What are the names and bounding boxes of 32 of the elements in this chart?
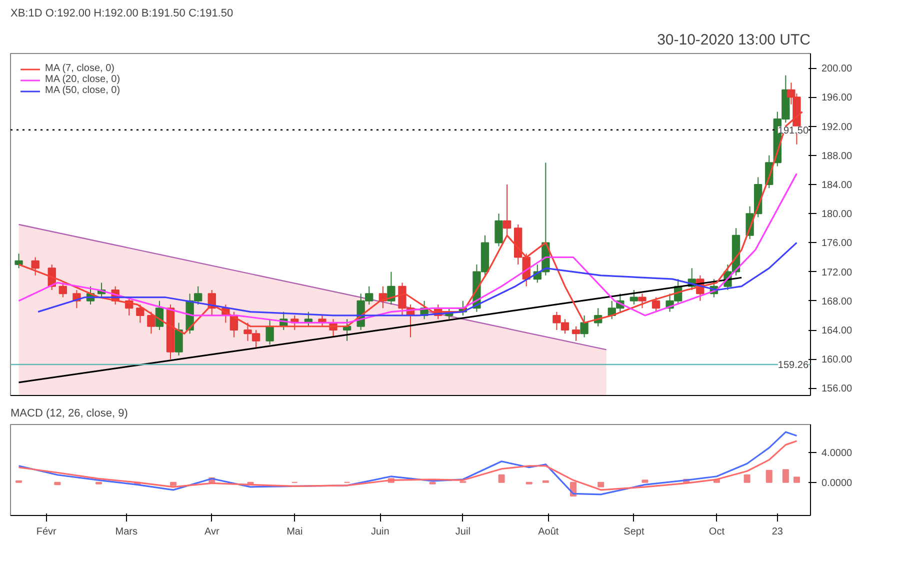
y-tick-label: 168.00 <box>822 296 853 308</box>
y-tick-label: 184.00 <box>822 180 853 191</box>
x-tick-label: Oct <box>708 526 725 538</box>
x-tick-label: Juin <box>370 526 390 538</box>
y-tick-label: 180.00 <box>822 209 853 220</box>
y-tick-label: 196.00 <box>822 92 853 104</box>
y-tick-label: 0.0000 <box>822 478 853 489</box>
y-tick-label: 200.00 <box>822 64 853 75</box>
y-tick-label: 192.00 <box>822 122 853 133</box>
x-tick-label: Avr <box>204 526 220 538</box>
y-tick-label: 160.00 <box>822 354 853 366</box>
y-tick-label: 172.00 <box>822 267 853 278</box>
y-tick-label: 164.00 <box>822 326 853 337</box>
legend-label: MA (7, close, 0) <box>45 63 114 74</box>
x-tick-label: Mai <box>286 526 303 538</box>
x-tick-label: 23 <box>772 526 784 538</box>
ref-line-label: 191.50 <box>778 125 809 136</box>
x-tick-label: Juil <box>455 526 470 538</box>
chart-subtitle: 30-10-2020 13:00 UTC <box>657 32 811 48</box>
ref-line-label: 159.26 <box>778 360 809 371</box>
chart-title: XB:1D O:192.00 H:192.00 B:191.50 C:191.50 <box>10 8 234 20</box>
y-tick-label: 188.00 <box>822 150 853 162</box>
x-tick-label: Févr <box>36 526 58 538</box>
x-tick-label: Août <box>538 526 559 538</box>
y-tick-label: 176.00 <box>822 238 853 250</box>
legend-label: MA (20, close, 0) <box>45 74 120 85</box>
legend-label: MA (50, close, 0) <box>45 85 120 96</box>
chart-title: MACD (12, 26, close, 9) <box>10 408 128 420</box>
y-tick-label: 156.00 <box>822 384 853 395</box>
x-tick-label: Mars <box>115 526 138 538</box>
x-tick-label: Sept <box>624 526 644 538</box>
y-tick-label: 4.0000 <box>822 448 853 459</box>
